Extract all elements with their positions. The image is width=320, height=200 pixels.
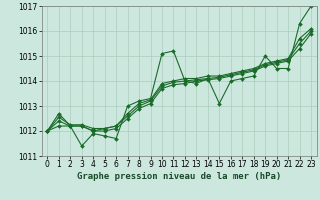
X-axis label: Graphe pression niveau de la mer (hPa): Graphe pression niveau de la mer (hPa) xyxy=(77,172,281,181)
